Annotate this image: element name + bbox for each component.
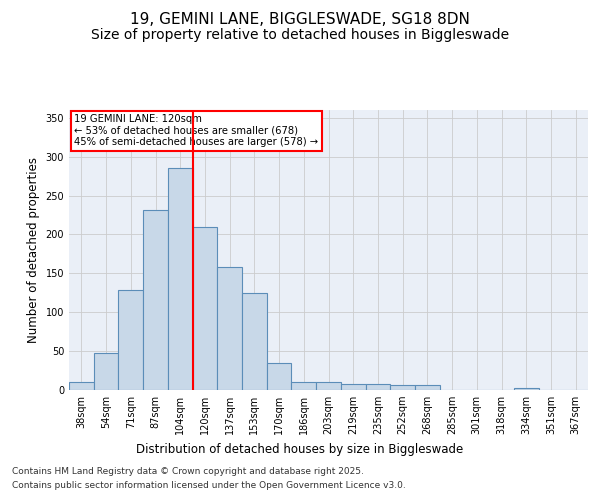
- Y-axis label: Number of detached properties: Number of detached properties: [27, 157, 40, 343]
- Bar: [143, 210, 168, 390]
- Bar: [292, 382, 316, 390]
- Text: Contains public sector information licensed under the Open Government Licence v3: Contains public sector information licen…: [12, 481, 406, 490]
- Text: Contains HM Land Registry data © Crown copyright and database right 2025.: Contains HM Land Registry data © Crown c…: [12, 468, 364, 476]
- Bar: [390, 386, 415, 390]
- Bar: [341, 384, 365, 390]
- Text: 19, GEMINI LANE, BIGGLESWADE, SG18 8DN: 19, GEMINI LANE, BIGGLESWADE, SG18 8DN: [130, 12, 470, 28]
- Bar: [242, 293, 267, 390]
- Bar: [168, 168, 193, 390]
- Bar: [118, 290, 143, 390]
- Bar: [193, 226, 217, 390]
- Bar: [217, 267, 242, 390]
- Bar: [365, 384, 390, 390]
- Bar: [94, 354, 118, 390]
- Bar: [514, 388, 539, 390]
- Text: Distribution of detached houses by size in Biggleswade: Distribution of detached houses by size …: [136, 442, 464, 456]
- Bar: [267, 363, 292, 390]
- Text: 19 GEMINI LANE: 120sqm
← 53% of detached houses are smaller (678)
45% of semi-de: 19 GEMINI LANE: 120sqm ← 53% of detached…: [74, 114, 319, 148]
- Bar: [415, 386, 440, 390]
- Bar: [316, 382, 341, 390]
- Text: Size of property relative to detached houses in Biggleswade: Size of property relative to detached ho…: [91, 28, 509, 42]
- Bar: [69, 382, 94, 390]
